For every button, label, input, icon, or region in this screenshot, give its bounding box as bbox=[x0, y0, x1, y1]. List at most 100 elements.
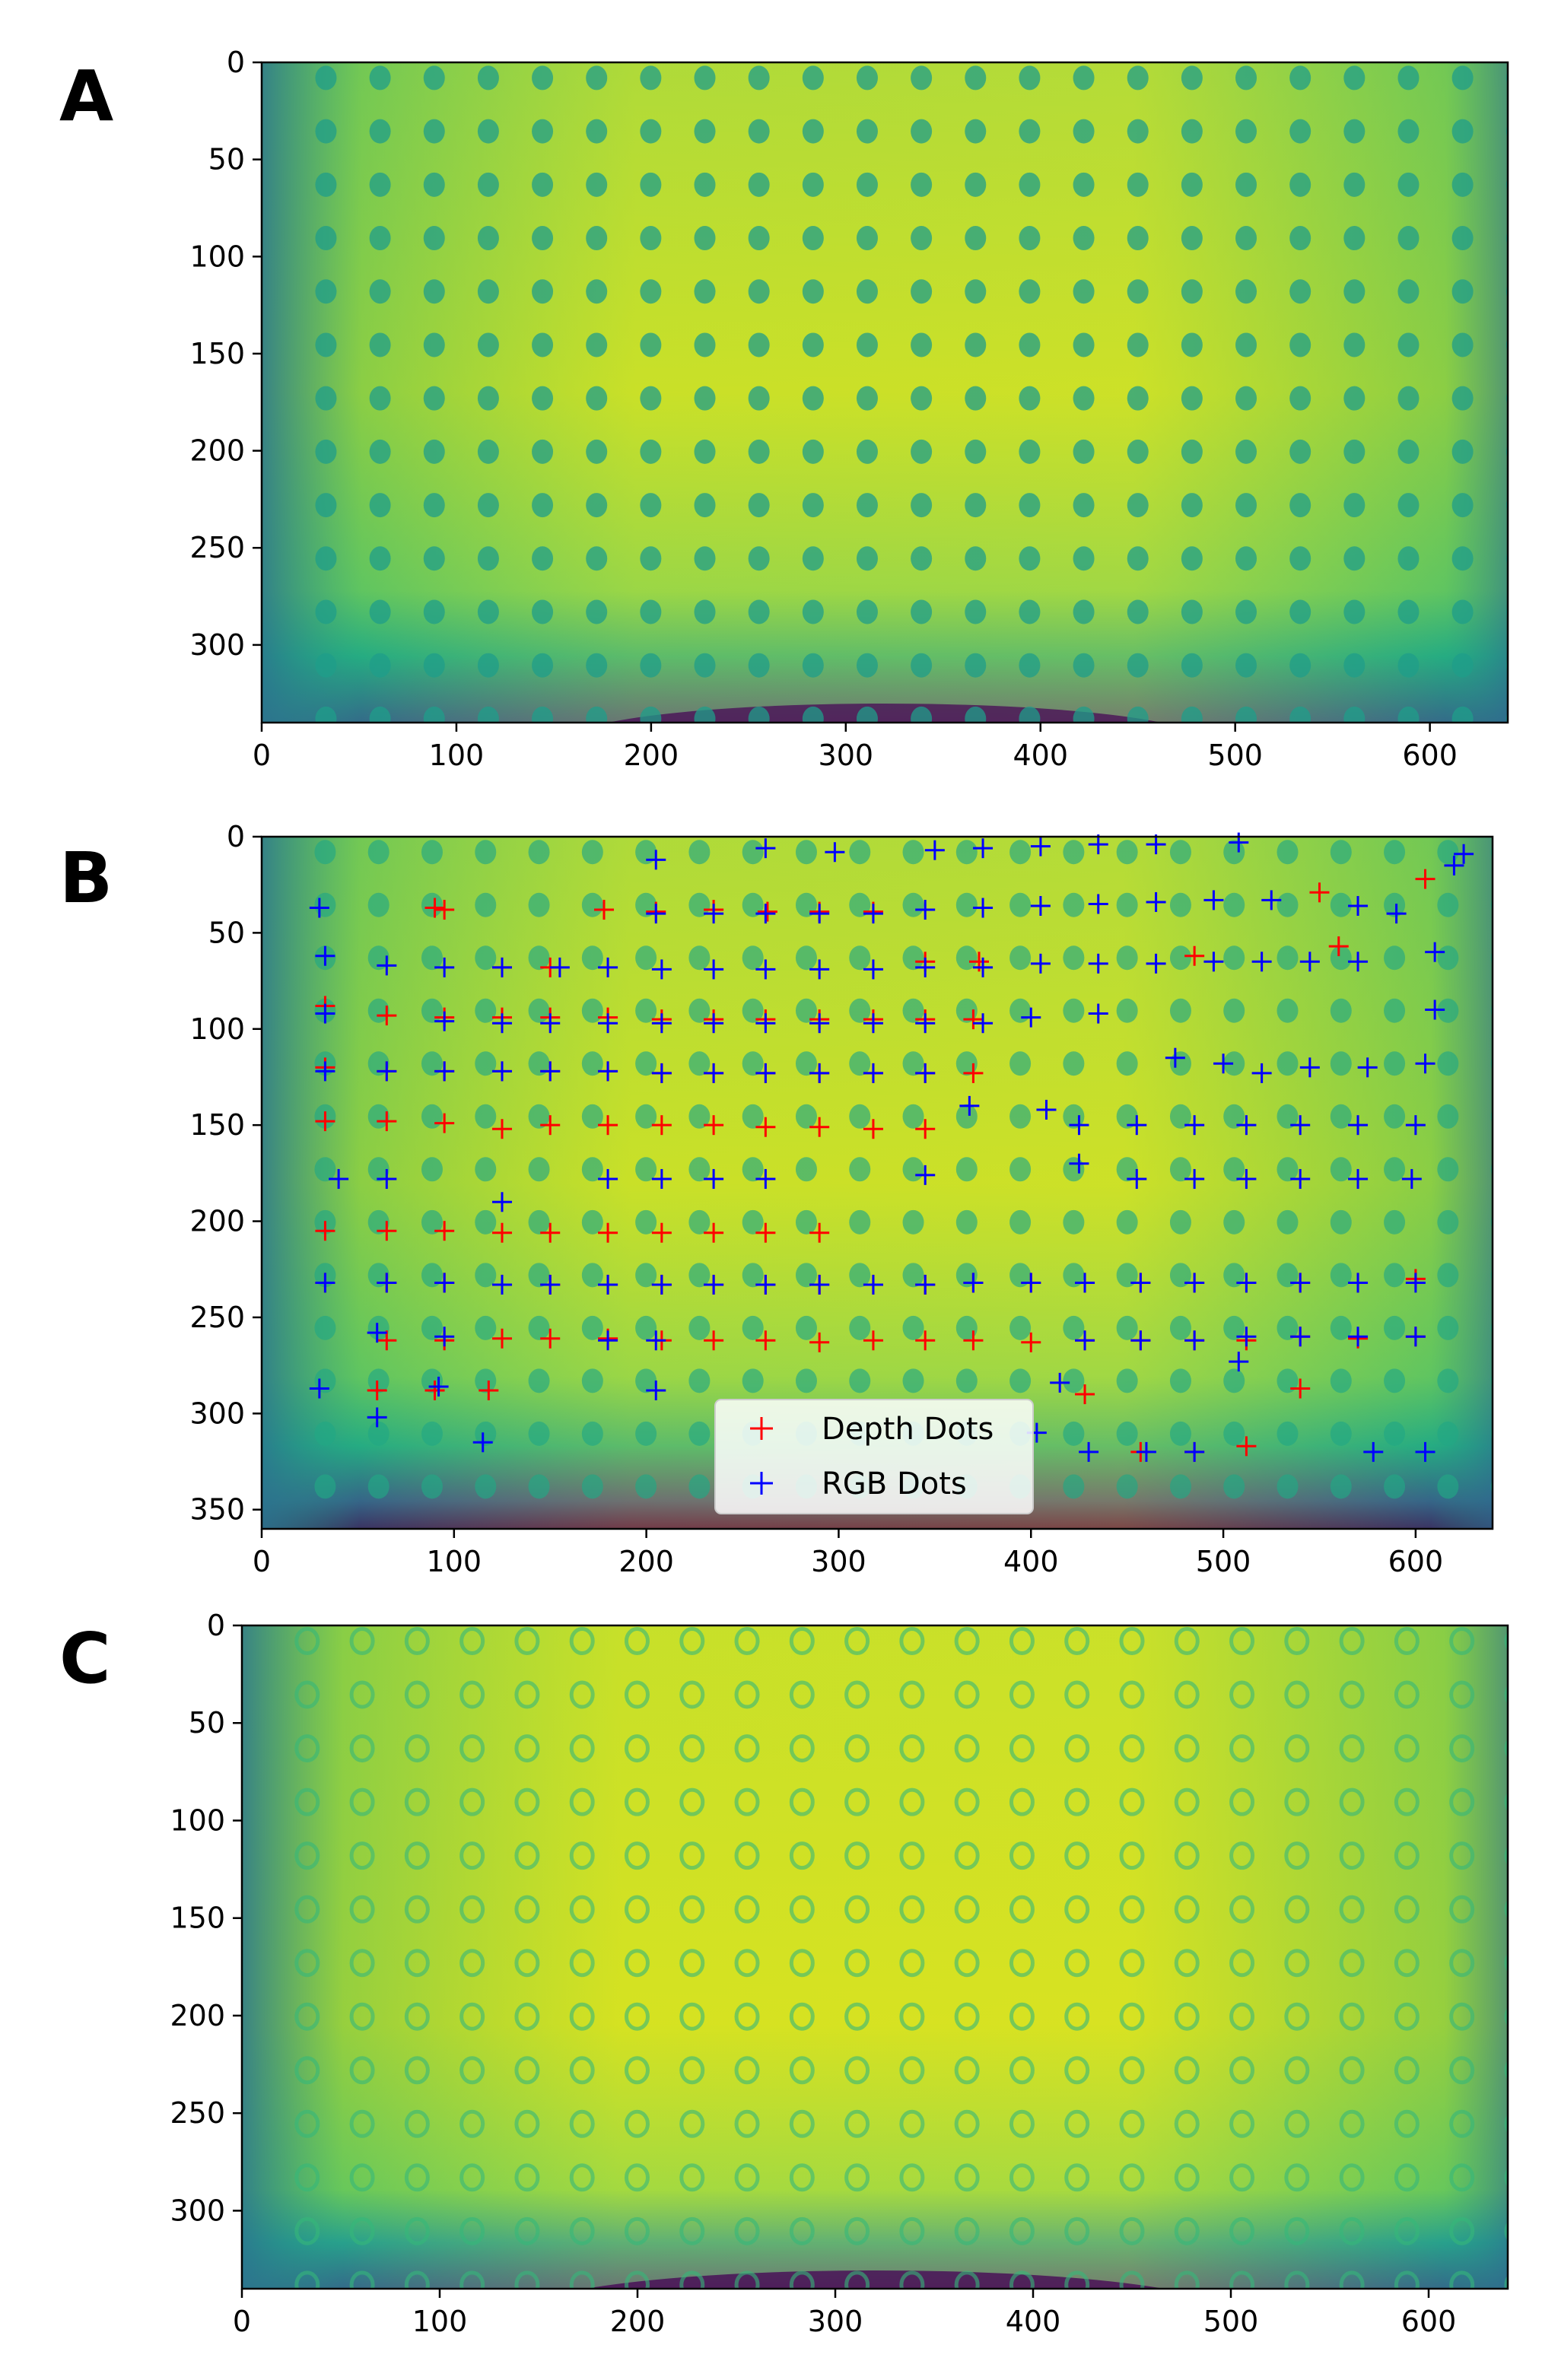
grid-dot bbox=[1169, 1104, 1191, 1129]
grid-dot bbox=[1490, 951, 1493, 965]
grid-dot bbox=[748, 172, 770, 197]
axes-a: 0 100 200 300 400 500 600 0 50 100 150 200 250 300 bbox=[189, 46, 1457, 772]
grid-dot bbox=[1289, 65, 1311, 91]
depth-dot-marker bbox=[809, 1117, 830, 1137]
grid-dot bbox=[1073, 439, 1095, 464]
rgb-dot-marker bbox=[863, 1274, 883, 1295]
rgb-dot-marker bbox=[1290, 1273, 1311, 1293]
grid-dot bbox=[789, 2163, 815, 2192]
grid-dot bbox=[1437, 1474, 1459, 1499]
depth-dot-marker bbox=[704, 1222, 724, 1243]
grid-dot bbox=[1064, 1627, 1090, 1656]
grid-dot bbox=[1019, 706, 1041, 723]
rgb-dot-marker bbox=[540, 1013, 561, 1034]
grid-dot bbox=[1009, 1263, 1032, 1288]
grid-dot bbox=[789, 2216, 815, 2245]
grid-dot bbox=[742, 998, 764, 1023]
grid-dot bbox=[528, 1315, 550, 1340]
grid-dot bbox=[679, 1734, 705, 1763]
grid-dot bbox=[1330, 1263, 1352, 1288]
grid-dot bbox=[844, 2270, 870, 2289]
grid-dot bbox=[1330, 892, 1352, 917]
grid-dot bbox=[1073, 119, 1095, 144]
grid-dot bbox=[902, 945, 924, 971]
grid-dot bbox=[1174, 1895, 1200, 1924]
grid-dot bbox=[569, 1895, 595, 1924]
grid-dot bbox=[1330, 1421, 1352, 1446]
grid-dot bbox=[742, 1157, 764, 1182]
grid-dot bbox=[1505, 231, 1508, 245]
grid-dot bbox=[1343, 439, 1366, 464]
rgb-dot-marker bbox=[367, 1407, 387, 1428]
depth-dot-marker bbox=[963, 1063, 984, 1083]
grid-dot bbox=[844, 1949, 870, 1978]
rgb-dot-marker bbox=[1348, 1115, 1369, 1136]
grid-dot bbox=[955, 1104, 978, 1129]
rgb-dot-marker bbox=[704, 1013, 724, 1034]
grid-dot bbox=[1229, 1841, 1255, 1870]
rgb-dot-marker bbox=[1290, 1115, 1311, 1136]
rgb-dot-marker bbox=[1075, 1273, 1095, 1293]
grid-dot bbox=[1437, 1209, 1459, 1234]
grid-dot bbox=[1504, 2221, 1508, 2242]
grid-dot bbox=[1119, 2056, 1145, 2085]
grid-dot bbox=[1277, 1104, 1299, 1129]
grid-dot bbox=[1384, 1263, 1406, 1288]
grid-dot bbox=[1235, 493, 1257, 518]
grid-dot bbox=[734, 2163, 760, 2192]
grid-dot bbox=[1181, 599, 1203, 624]
grid-dot bbox=[1504, 2007, 1508, 2026]
grid-dot bbox=[1505, 659, 1508, 672]
grid-dot bbox=[1009, 840, 1032, 865]
grid-dot bbox=[1504, 2061, 1508, 2080]
grid-dot bbox=[1394, 1734, 1420, 1763]
legend: Depth Dots RGB Dots bbox=[714, 1399, 1034, 1514]
rgb-dot-marker bbox=[377, 1273, 397, 1293]
rgb-dot-marker bbox=[915, 1274, 936, 1295]
grid-dot bbox=[624, 2270, 650, 2289]
grid-dot bbox=[369, 546, 391, 571]
grid-dot bbox=[795, 1157, 817, 1182]
grid-dot bbox=[679, 1787, 705, 1816]
grid-dot bbox=[635, 1368, 657, 1393]
grid-dot bbox=[423, 653, 445, 678]
grid-dot bbox=[1116, 945, 1138, 971]
grid-dot bbox=[1235, 332, 1257, 357]
grid-dot bbox=[315, 226, 337, 251]
grid-dot bbox=[688, 1315, 711, 1340]
grid-dot bbox=[789, 2270, 815, 2289]
grid-dot bbox=[1174, 2056, 1200, 2085]
grid-dot bbox=[477, 599, 499, 624]
grid-dot bbox=[1397, 706, 1420, 723]
grid-dot bbox=[911, 65, 933, 91]
grid-dot bbox=[532, 172, 554, 197]
grid-dot bbox=[404, 2163, 430, 2192]
grid-dot bbox=[1119, 1895, 1145, 1924]
rgb-dot-marker bbox=[434, 1061, 455, 1082]
rgb-dot-marker bbox=[863, 1013, 883, 1034]
depth-dot-marker bbox=[863, 1330, 883, 1351]
rgb-dot-marker bbox=[1290, 1327, 1311, 1347]
grid-dot bbox=[1343, 706, 1366, 723]
grid-dot bbox=[624, 1627, 650, 1656]
rgb-dot-marker bbox=[651, 1013, 672, 1034]
grid-dot bbox=[1339, 2163, 1365, 2192]
grid-dot bbox=[581, 1209, 603, 1234]
grid-dot bbox=[1330, 945, 1352, 971]
grid-dot bbox=[795, 1209, 817, 1234]
grid-dot bbox=[294, 2002, 320, 2031]
scatter-markers-b bbox=[309, 832, 1474, 1462]
grid-dot bbox=[367, 998, 389, 1023]
grid-dot bbox=[1490, 1162, 1493, 1177]
grid-dot bbox=[1223, 1315, 1245, 1340]
grid-dot bbox=[742, 1315, 764, 1340]
rgb-dot-marker bbox=[1088, 834, 1108, 855]
grid-dot bbox=[1169, 840, 1191, 865]
grid-dot bbox=[315, 653, 337, 678]
depth-dot-marker bbox=[492, 1328, 513, 1349]
axes-c: 0 100 200 300 400 500 600 0 50 100 150 200 250 300 bbox=[170, 1609, 1456, 2338]
grid-dot bbox=[1223, 998, 1245, 1023]
grid-dot bbox=[911, 546, 933, 571]
grid-dot bbox=[1009, 1895, 1035, 1924]
grid-dot bbox=[965, 65, 987, 91]
